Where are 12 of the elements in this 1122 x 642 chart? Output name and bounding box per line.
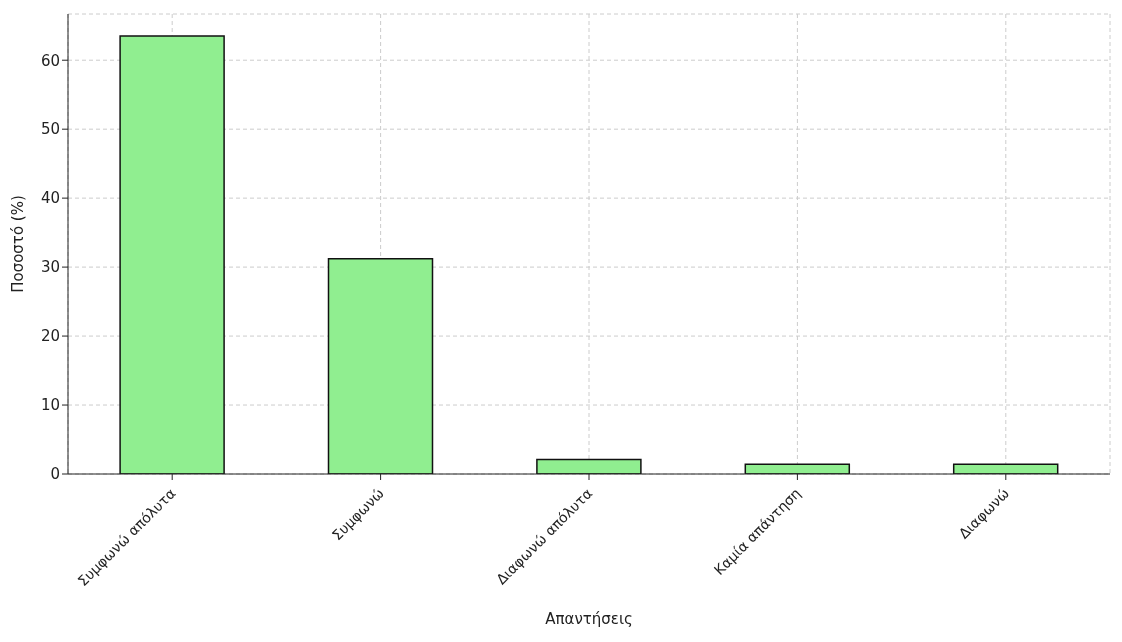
y-tick-label: 30 [40,258,60,277]
y-tick-label: 0 [50,465,60,484]
y-tick-label: 40 [40,189,60,208]
bar [536,458,642,474]
y-tick-label: 10 [40,396,60,415]
bar [327,258,434,474]
bar [119,35,225,474]
y-tick-label: 60 [40,51,60,70]
x-axis-title: Απαντήσεις [545,610,633,628]
y-tick-label: 20 [40,327,60,346]
y-tick-label: 50 [40,120,60,139]
y-axis-title: Ποσοστό (%) [9,195,28,293]
